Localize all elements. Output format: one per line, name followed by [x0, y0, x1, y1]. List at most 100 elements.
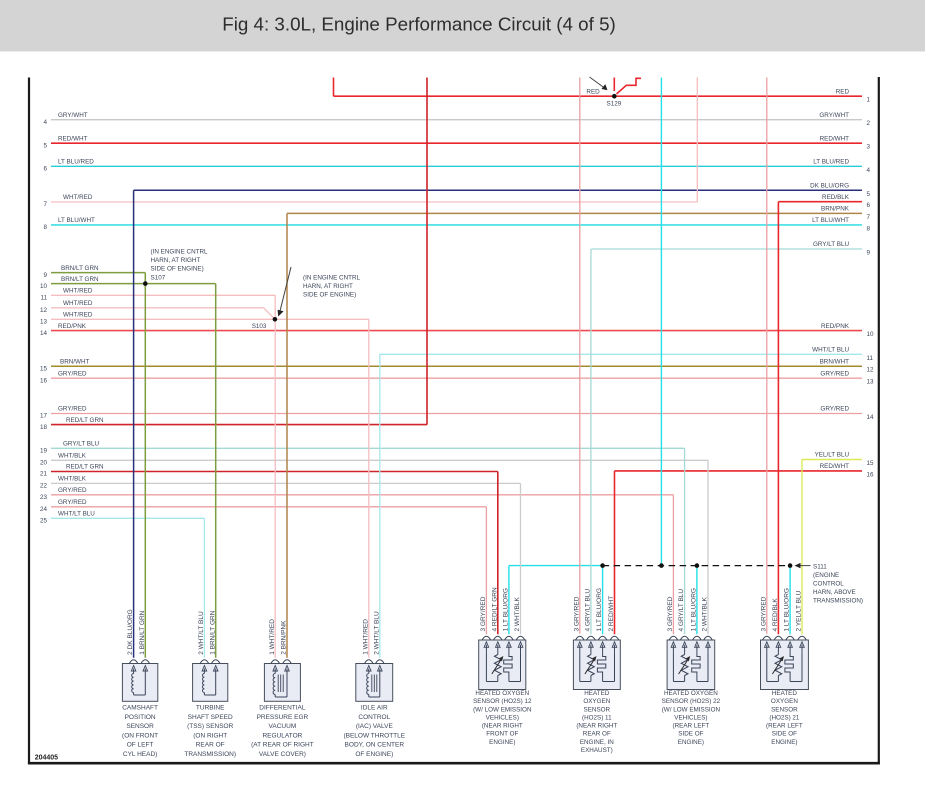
svg-text:2 DK BLU/ORG: 2 DK BLU/ORG [127, 609, 134, 655]
svg-text:14: 14 [40, 330, 48, 337]
svg-text:3 GRY/RED: 3 GRY/RED [480, 596, 487, 631]
svg-text:VEHICLES): VEHICLES) [486, 714, 519, 721]
svg-text:25: 25 [40, 518, 48, 525]
svg-text:7: 7 [867, 214, 871, 221]
svg-text:11: 11 [40, 295, 47, 302]
svg-text:3 GRY/RED: 3 GRY/RED [760, 596, 767, 631]
svg-text:BRN/WHT: BRN/WHT [60, 358, 90, 365]
svg-text:VALVE COVER): VALVE COVER) [259, 751, 306, 758]
svg-text:1 BRN/LT GRN: 1 BRN/LT GRN [209, 610, 216, 654]
svg-text:TRANSMISSION): TRANSMISSION) [184, 751, 236, 758]
svg-text:4: 4 [43, 119, 47, 126]
svg-text:RED/WHT: RED/WHT [820, 135, 850, 142]
svg-text:WHT/RED: WHT/RED [63, 300, 93, 307]
svg-text:OF ENGINE): OF ENGINE) [355, 751, 393, 758]
svg-text:15: 15 [40, 365, 48, 372]
svg-text:1 WHT/RED: 1 WHT/RED [362, 619, 369, 655]
svg-text:IDLE AIR: IDLE AIR [361, 705, 388, 712]
svg-text:RED/LT GRN: RED/LT GRN [66, 464, 104, 471]
svg-text:(REAR LEFT: (REAR LEFT [673, 723, 710, 730]
svg-text:ENGINE): ENGINE) [771, 739, 797, 746]
svg-text:5: 5 [867, 191, 871, 198]
svg-text:WHT/LT BLU: WHT/LT BLU [812, 347, 849, 354]
svg-text:SENSOR: SENSOR [126, 723, 154, 730]
svg-text:RED/PNK: RED/PNK [58, 323, 87, 330]
svg-text:HARN, ABOVE: HARN, ABOVE [813, 589, 856, 596]
svg-text:BRN/LT GRN: BRN/LT GRN [61, 276, 99, 283]
svg-text:(ON FRONT: (ON FRONT [122, 732, 158, 739]
svg-text:21: 21 [40, 471, 48, 478]
svg-text:14: 14 [867, 414, 875, 421]
svg-text:WHT/RED: WHT/RED [63, 194, 93, 201]
svg-text:WHT/LT BLU: WHT/LT BLU [58, 511, 95, 518]
svg-text:WHT/BLK: WHT/BLK [58, 476, 87, 483]
svg-text:GRY/RED: GRY/RED [820, 370, 849, 377]
svg-text:BODY, ON CENTER: BODY, ON CENTER [345, 742, 405, 749]
svg-text:(AT REAR OF RIGHT: (AT REAR OF RIGHT [251, 742, 314, 749]
svg-text:REGULATOR: REGULATOR [262, 732, 302, 739]
svg-text:SENSOR (HO2S) 22: SENSOR (HO2S) 22 [662, 698, 721, 705]
svg-text:(W/ LOW EMISSION: (W/ LOW EMISSION [662, 706, 721, 713]
svg-text:VEHICLES): VEHICLES) [674, 714, 707, 721]
svg-text:RED: RED [586, 89, 600, 96]
svg-text:(ON RIGHT: (ON RIGHT [193, 732, 227, 739]
svg-text:Fig 4: 3.0L, Engine Performanc: Fig 4: 3.0L, Engine Performance Circuit … [222, 14, 616, 35]
svg-text:10: 10 [867, 331, 875, 338]
svg-text:PRESSURE EGR: PRESSURE EGR [257, 714, 309, 721]
svg-text:S111: S111 [813, 564, 827, 571]
svg-text:2 WHT/BLK: 2 WHT/BLK [702, 597, 709, 632]
svg-text:12: 12 [40, 307, 48, 314]
svg-text:RED/WHT: RED/WHT [58, 135, 88, 142]
svg-text:2 YEL/LT BLU: 2 YEL/LT BLU [796, 590, 803, 631]
svg-text:WHT/BLK: WHT/BLK [58, 453, 87, 460]
svg-text:REAR OF: REAR OF [196, 742, 225, 749]
svg-text:(REAR LEFT: (REAR LEFT [766, 723, 803, 730]
svg-text:GRY/WHT: GRY/WHT [819, 112, 849, 119]
svg-text:SENSOR: SENSOR [771, 706, 798, 713]
svg-text:DK BLU/ORG: DK BLU/ORG [810, 183, 849, 190]
svg-text:4: 4 [867, 167, 871, 174]
svg-text:(NEAR RIGHT: (NEAR RIGHT [482, 723, 523, 730]
svg-text:1 WHT/RED: 1 WHT/RED [269, 619, 276, 655]
svg-text:ENGINE): ENGINE) [489, 739, 515, 746]
svg-text:(BELOW THROTTLE: (BELOW THROTTLE [343, 732, 405, 739]
svg-text:4 RED/BLK: 4 RED/BLK [772, 598, 779, 632]
svg-text:HARN, AT RIGHT: HARN, AT RIGHT [151, 257, 201, 264]
svg-text:4 GRY/LT BLU: 4 GRY/LT BLU [585, 589, 592, 632]
svg-text:2 RED/WHT: 2 RED/WHT [608, 596, 615, 632]
svg-text:2 WHT/LT BLU: 2 WHT/LT BLU [198, 611, 205, 655]
svg-text:3 GRY/RED: 3 GRY/RED [667, 596, 674, 631]
svg-text:1: 1 [867, 97, 871, 104]
svg-text:(IAC) VALVE: (IAC) VALVE [356, 723, 394, 730]
svg-text:(IN ENGINE CNTRL: (IN ENGINE CNTRL [151, 249, 209, 256]
svg-text:CONTROL: CONTROL [358, 714, 390, 721]
svg-text:24: 24 [40, 506, 48, 513]
svg-text:DIFFERENTIAL: DIFFERENTIAL [259, 705, 306, 712]
svg-text:SHAFT SPEED: SHAFT SPEED [188, 714, 233, 721]
svg-text:S103: S103 [252, 323, 267, 330]
svg-text:BRN/LT GRN: BRN/LT GRN [61, 265, 99, 272]
svg-text:BRN/PNK: BRN/PNK [821, 206, 850, 213]
svg-text:13: 13 [867, 379, 875, 386]
svg-text:7: 7 [43, 201, 47, 208]
svg-text:TURBINE: TURBINE [196, 705, 225, 712]
svg-text:S129: S129 [607, 101, 622, 108]
svg-text:ENGINE): ENGINE) [678, 739, 704, 746]
svg-text:6: 6 [43, 166, 47, 173]
svg-text:ENGINE, IN: ENGINE, IN [580, 739, 614, 746]
svg-text:HEATED: HEATED [584, 690, 610, 697]
svg-text:1 LT BLU/ORG: 1 LT BLU/ORG [596, 588, 603, 631]
svg-text:1 LT BLU/ORG: 1 LT BLU/ORG [503, 588, 510, 631]
svg-text:OXYGEN: OXYGEN [771, 698, 798, 705]
svg-text:5: 5 [43, 142, 47, 149]
svg-text:12: 12 [867, 367, 875, 374]
svg-text:GRY/WHT: GRY/WHT [58, 112, 88, 119]
svg-text:(HO2S) 21: (HO2S) 21 [769, 714, 800, 721]
svg-text:SENSOR: SENSOR [584, 706, 611, 713]
svg-text:4 RED/LT GRN: 4 RED/LT GRN [491, 587, 498, 631]
svg-text:SIDE OF: SIDE OF [772, 731, 797, 738]
svg-text:CYL HEAD): CYL HEAD) [123, 751, 157, 758]
svg-text:RED/WHT: RED/WHT [820, 463, 850, 470]
svg-text:20: 20 [40, 460, 48, 467]
svg-text:(TSS) SENSOR: (TSS) SENSOR [187, 723, 234, 730]
